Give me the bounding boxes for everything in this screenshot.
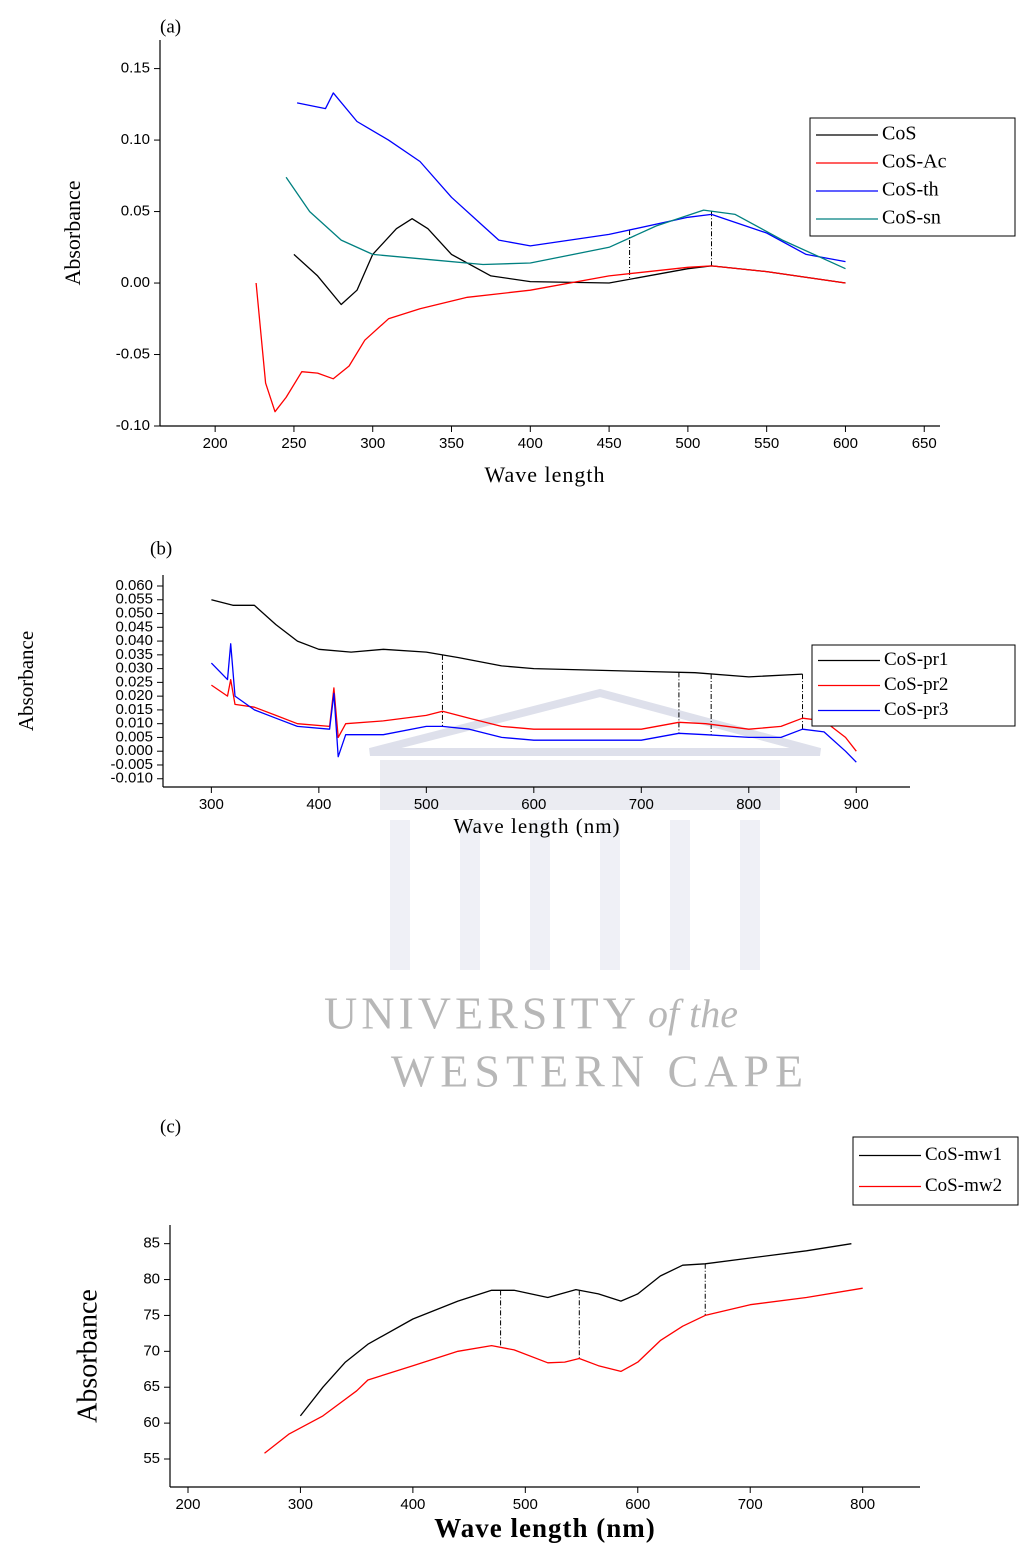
x-tick-label: 800 [736, 796, 761, 813]
chart: (c) 200 300 400 500 600 700 800 55 60 65 70 75 80 85 Wa… [72, 1116, 1019, 1543]
x-tick-label: 650 [912, 435, 937, 452]
data-line [296, 92, 846, 263]
y-axis-label: Absorbance [14, 631, 38, 731]
watermark-building [390, 820, 410, 970]
y-tick-label: 0.040 [115, 632, 153, 649]
data-line [211, 599, 803, 678]
x-tick-label: 300 [360, 435, 385, 452]
y-tick-label: 0.050 [115, 605, 153, 622]
x-axis-label: Wave length (nm) [434, 1513, 656, 1543]
x-tick-label: 350 [439, 435, 464, 452]
x-tick-label: 600 [521, 796, 546, 813]
legend-label: CoS-pr1 [884, 649, 948, 670]
data-line [264, 1287, 863, 1454]
watermark-building [460, 820, 480, 970]
x-tick-label: 450 [597, 435, 622, 452]
chart-title: (a) [160, 16, 181, 37]
y-tick-label: 0.015 [115, 701, 153, 718]
y-tick-label: 0.15 [121, 60, 150, 77]
watermark-text: of the [648, 991, 738, 1036]
chart: (a) 200 250 300 350 400 450 500 550 600 650 -0.10 -0… [60, 16, 1016, 487]
data-line [293, 218, 846, 306]
x-tick-label: 400 [400, 1496, 425, 1513]
y-tick-label: 0.05 [121, 203, 150, 220]
y-tick-label: 0.005 [115, 728, 153, 745]
y-tick-label: 0.060 [115, 577, 153, 594]
x-tick-label: 500 [414, 796, 439, 813]
y-tick-label: 0.035 [115, 646, 153, 663]
y-tick-label: 85 [143, 1235, 160, 1252]
x-tick-label: 300 [288, 1496, 313, 1513]
x-tick-label: 900 [844, 796, 869, 813]
y-tick-label: -0.10 [116, 417, 150, 434]
legend-label: CoS-mw2 [925, 1175, 1002, 1196]
y-tick-label: -0.005 [110, 756, 153, 773]
x-tick-label: 500 [675, 435, 700, 452]
y-tick-label: 0.030 [115, 660, 153, 677]
y-tick-label: 70 [143, 1342, 160, 1359]
y-tick-label: -0.05 [116, 345, 150, 362]
watermark-building [380, 760, 780, 810]
data-line [210, 643, 857, 763]
y-tick-label: 0.045 [115, 618, 153, 635]
y-tick-label: 0.025 [115, 673, 153, 690]
legend-label: CoS-sn [882, 207, 941, 229]
x-tick-label: 550 [754, 435, 779, 452]
watermark-text: UNIVERSITY [324, 988, 640, 1039]
chart: (b)300 400 500 600 700 800 900-0.010-0.0050.00… [14, 538, 1016, 838]
y-tick-label: 0.10 [121, 131, 150, 148]
x-tick-label: 400 [306, 796, 331, 813]
chart-title: (c) [160, 1116, 181, 1137]
legend-label: CoS [882, 123, 916, 145]
x-tick-label: 200 [175, 1496, 200, 1513]
y-tick-label: 75 [143, 1306, 160, 1323]
y-tick-label: 80 [143, 1271, 160, 1288]
y-tick-label: 0.020 [115, 687, 153, 704]
y-tick-label: 0.000 [115, 742, 153, 759]
chart-title: (b) [150, 538, 172, 559]
y-axis-label: Absorbance [72, 1289, 103, 1423]
x-tick-label: 300 [199, 796, 224, 813]
data-line [299, 1243, 852, 1417]
legend-box [809, 117, 1016, 237]
data-line [285, 176, 846, 270]
legend-label: CoS-pr3 [884, 699, 948, 720]
x-tick-label: 400 [518, 435, 543, 452]
y-axis-label: Absorbance [60, 180, 85, 285]
x-tick-label: 800 [850, 1496, 875, 1513]
y-tick-label: 65 [143, 1378, 160, 1395]
y-tick-label: 0.00 [121, 274, 150, 291]
x-axis-label: Wave length [484, 462, 605, 487]
watermark-building [670, 820, 690, 970]
data-line [255, 265, 846, 413]
x-axis-label: Wave length (nm) [453, 814, 620, 838]
y-tick-label: 60 [143, 1414, 160, 1431]
legend-label: CoS-Ac [882, 151, 947, 173]
watermark-building [600, 820, 620, 970]
x-tick-label: 700 [738, 1496, 763, 1513]
x-tick-label: 700 [629, 796, 654, 813]
watermark-building [369, 688, 822, 756]
watermark-text: WESTERN CAPE [391, 1046, 809, 1097]
x-tick-label: 200 [203, 435, 228, 452]
legend-box [852, 1136, 1019, 1206]
y-tick-label: 0.010 [115, 715, 153, 732]
x-tick-label: 250 [281, 435, 306, 452]
x-tick-label: 600 [625, 1496, 650, 1513]
y-tick-label: 0.055 [115, 591, 153, 608]
y-tick-label: -0.010 [110, 770, 153, 787]
watermark-building [740, 820, 760, 970]
watermark: UNIVERSITY of the WESTERN CAPE [324, 688, 822, 1097]
watermark-building [530, 820, 550, 970]
data-line [211, 678, 857, 752]
legend-label: CoS-mw1 [925, 1144, 1002, 1165]
legend-label: CoS-pr2 [884, 674, 948, 695]
y-tick-label: 55 [143, 1450, 160, 1467]
x-tick-label: 600 [833, 435, 858, 452]
legend-label: CoS-th [882, 179, 939, 201]
x-tick-label: 500 [513, 1496, 538, 1513]
